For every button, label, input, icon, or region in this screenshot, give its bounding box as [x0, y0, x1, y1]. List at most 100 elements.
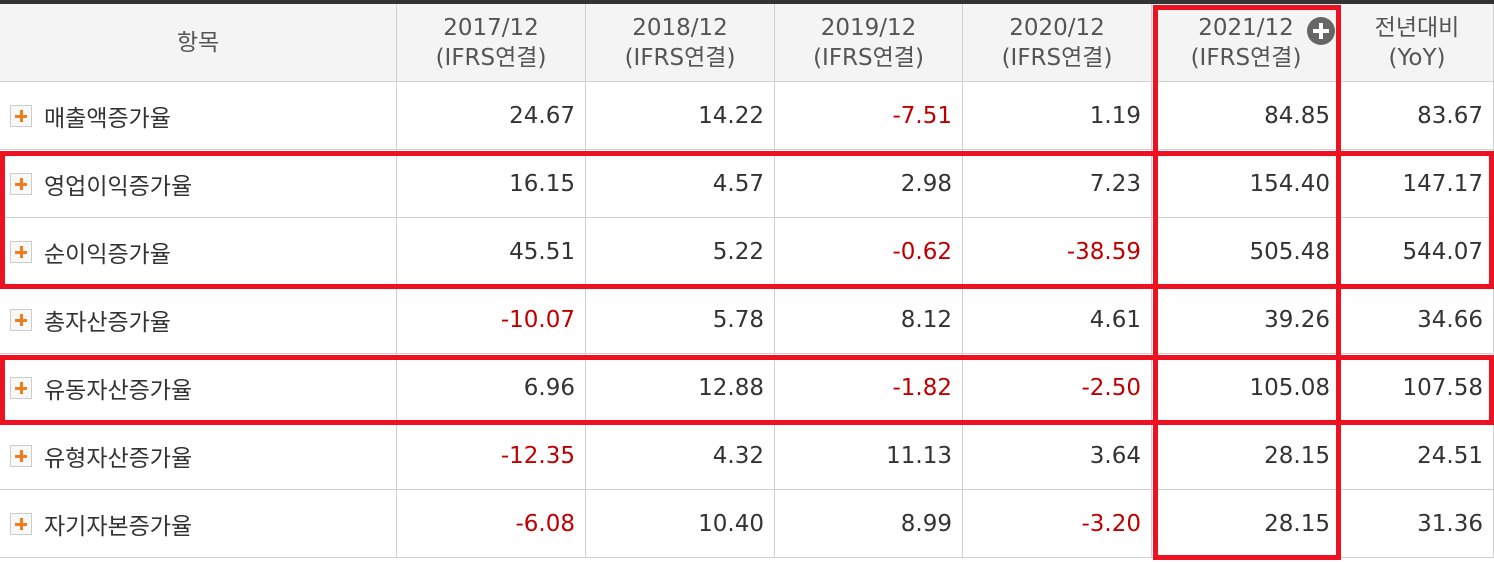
value-text: 11.13	[886, 442, 952, 469]
value-cell: 11.13	[775, 422, 963, 490]
value-cell: 39.26	[1152, 286, 1341, 354]
value-text: -7.51	[892, 102, 952, 129]
value-text: 544.07	[1402, 238, 1483, 265]
value-text: 505.48	[1249, 238, 1330, 265]
header-text: (IFRS연결)	[624, 44, 736, 71]
label-text: 순이익증가율	[44, 241, 171, 268]
value-text: 2.98	[900, 170, 952, 197]
value-cell: 8.99	[775, 490, 963, 558]
header-cell: 2020/12 (IFRS연결)	[963, 4, 1152, 82]
value-cell: 147.17	[1341, 150, 1494, 218]
value-text: 12.88	[698, 374, 764, 401]
value-cell: 4.61	[963, 286, 1152, 354]
value-text: 107.58	[1402, 374, 1483, 401]
value-text: 5.78	[712, 306, 764, 333]
value-cell: -1.82	[775, 354, 963, 422]
value-cell: 16.15	[397, 150, 586, 218]
value-cell: 8.12	[775, 286, 963, 354]
header-text: (IFRS연결)	[1190, 44, 1302, 71]
label-text: 영업이익증가율	[44, 173, 193, 200]
expand-icon[interactable]	[10, 241, 32, 263]
value-cell: 7.23	[963, 150, 1152, 218]
header-text: (IFRS연결)	[435, 44, 547, 71]
row-label: 자기자본증가율	[0, 490, 397, 558]
row-label: 매출액증가율	[0, 82, 397, 150]
value-cell: 24.67	[397, 82, 586, 150]
value-text: -1.82	[892, 374, 952, 401]
value-cell: 24.51	[1341, 422, 1494, 490]
value-text: 16.15	[509, 170, 575, 197]
value-cell: -0.62	[775, 218, 963, 286]
header-text: (IFRS연결)	[1001, 44, 1113, 71]
header-text: 항목	[176, 29, 220, 56]
value-cell: 84.85	[1152, 82, 1341, 150]
value-cell: 12.88	[586, 354, 775, 422]
value-text: 147.17	[1402, 170, 1483, 197]
header-cell: 항목	[0, 4, 397, 82]
header-text: 2021/12	[1198, 14, 1294, 41]
expand-icon[interactable]	[10, 173, 32, 195]
value-cell: 4.57	[586, 150, 775, 218]
row-label: 영업이익증가율	[0, 150, 397, 218]
value-text: 34.66	[1417, 306, 1483, 333]
value-cell: 6.96	[397, 354, 586, 422]
expand-icon[interactable]	[10, 377, 32, 399]
header-text: 2017/12	[443, 14, 539, 41]
value-text: 28.15	[1264, 442, 1330, 469]
value-text: 45.51	[509, 238, 575, 265]
value-cell: 5.22	[586, 218, 775, 286]
value-text: 24.51	[1417, 442, 1483, 469]
value-text: 4.57	[712, 170, 764, 197]
value-text: 4.61	[1089, 306, 1141, 333]
header-cell: 2019/12 (IFRS연결)	[775, 4, 963, 82]
value-text: 31.36	[1417, 510, 1483, 537]
header-text: 2019/12	[820, 14, 917, 41]
expand-icon[interactable]	[10, 309, 32, 331]
value-cell: 544.07	[1341, 218, 1494, 286]
value-cell: 14.22	[586, 82, 775, 150]
value-text: 39.26	[1264, 306, 1330, 333]
value-text: 28.15	[1264, 510, 1330, 537]
value-cell: 5.78	[586, 286, 775, 354]
row-label: 유형자산증가율	[0, 422, 397, 490]
value-cell: 2.98	[775, 150, 963, 218]
value-text: 83.67	[1417, 102, 1483, 129]
value-text: 10.40	[698, 510, 764, 537]
value-cell: 107.58	[1341, 354, 1494, 422]
value-text: 5.22	[712, 238, 764, 265]
value-cell: 105.08	[1152, 354, 1341, 422]
value-cell: -6.08	[397, 490, 586, 558]
value-text: 8.99	[900, 510, 952, 537]
expand-icon[interactable]	[10, 105, 32, 127]
value-cell: 31.36	[1341, 490, 1494, 558]
value-text: 24.67	[509, 102, 575, 129]
value-cell: 10.40	[586, 490, 775, 558]
value-cell: -38.59	[963, 218, 1152, 286]
value-text: 4.32	[712, 442, 764, 469]
header-text: 전년대비	[1374, 14, 1460, 41]
value-cell: 83.67	[1341, 82, 1494, 150]
value-cell: -7.51	[775, 82, 963, 150]
header-cell: 전년대비 (YoY)	[1341, 4, 1494, 82]
value-cell: 28.15	[1152, 422, 1341, 490]
value-cell: 45.51	[397, 218, 586, 286]
row-label: 유동자산증가율	[0, 354, 397, 422]
value-text: 8.12	[900, 306, 952, 333]
expand-icon[interactable]	[10, 513, 32, 535]
label-text: 총자산증가율	[44, 309, 171, 336]
value-cell: -2.50	[963, 354, 1152, 422]
value-text: -12.35	[500, 442, 575, 469]
value-cell: 505.48	[1152, 218, 1341, 286]
value-text: -3.20	[1081, 510, 1141, 537]
value-text: 1.19	[1089, 102, 1141, 129]
value-text: 14.22	[698, 102, 764, 129]
value-text: 6.96	[523, 374, 575, 401]
expand-icon[interactable]	[10, 445, 32, 467]
value-text: 3.64	[1089, 442, 1141, 469]
value-cell: -12.35	[397, 422, 586, 490]
expand-button[interactable]	[1307, 17, 1335, 45]
value-text: 105.08	[1249, 374, 1330, 401]
row-label: 총자산증가율	[0, 286, 397, 354]
value-cell: 1.19	[963, 82, 1152, 150]
